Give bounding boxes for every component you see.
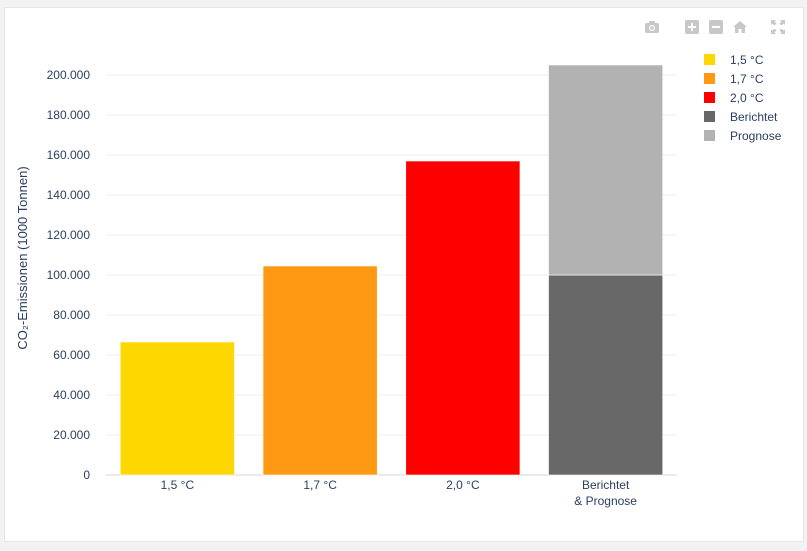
x-axis-ticks: 1,5 °C 1,7 °C 2,0 °C Berichtet & Prognose bbox=[161, 478, 638, 508]
y-tick-label: 100.000 bbox=[47, 268, 91, 282]
bar-2-0-c[interactable] bbox=[405, 160, 521, 476]
y-axis-label: CO₂-Emissionen (1000 Tonnen) bbox=[15, 166, 30, 349]
legend-label: 2,0 °C bbox=[730, 90, 764, 105]
camera-icon[interactable] bbox=[643, 18, 661, 36]
legend-label: 1,5 °C bbox=[730, 52, 764, 67]
chart-legend: 1,5 °C 1,7 °C 2,0 °C Berichtet Prognose bbox=[703, 50, 781, 145]
legend-swatch bbox=[704, 130, 715, 141]
x-tick-label: 2,0 °C bbox=[446, 478, 480, 492]
x-tick-label: 1,5 °C bbox=[161, 478, 195, 492]
legend-item[interactable]: 2,0 °C bbox=[703, 88, 781, 107]
y-tick-label: 20.000 bbox=[53, 428, 90, 442]
legend-swatch bbox=[704, 92, 715, 103]
y-tick-label: 180.000 bbox=[47, 108, 91, 122]
bar-chart: 0 20.000 40.000 60.000 80.000 100.000 120.000 1… bbox=[15, 64, 677, 508]
legend-swatch bbox=[704, 54, 715, 65]
bar-1-5-c[interactable] bbox=[119, 341, 235, 476]
legend-item[interactable]: 1,7 °C bbox=[703, 69, 781, 88]
legend-item[interactable]: 1,5 °C bbox=[703, 50, 781, 69]
x-tick-label: 1,7 °C bbox=[303, 478, 337, 492]
y-tick-label: 120.000 bbox=[47, 228, 91, 242]
chart-toolbar bbox=[643, 18, 787, 36]
bars bbox=[119, 64, 664, 476]
zoom-in-icon[interactable] bbox=[683, 18, 701, 36]
bar-berichtet[interactable] bbox=[548, 274, 664, 476]
legend-swatch bbox=[704, 73, 715, 84]
x-tick-label: Berichtet & Prognose bbox=[574, 478, 637, 508]
y-tick-label: 160.000 bbox=[47, 148, 91, 162]
zoom-out-icon[interactable] bbox=[707, 18, 725, 36]
legend-label: Berichtet bbox=[730, 109, 778, 124]
legend-item[interactable]: Prognose bbox=[703, 126, 781, 145]
autoscale-icon[interactable] bbox=[769, 18, 787, 36]
legend-label: Prognose bbox=[730, 128, 782, 143]
home-icon[interactable] bbox=[731, 18, 749, 36]
y-tick-label: 40.000 bbox=[53, 388, 90, 402]
bar-1-7-c[interactable] bbox=[262, 265, 378, 476]
bar-prognose[interactable] bbox=[548, 64, 664, 276]
chart-card: 0 20.000 40.000 60.000 80.000 100.000 120.000 1… bbox=[4, 7, 804, 542]
legend-item[interactable]: Berichtet bbox=[703, 107, 781, 126]
y-tick-label: 80.000 bbox=[53, 308, 90, 322]
y-tick-label: 60.000 bbox=[53, 348, 90, 362]
y-axis-ticks: 0 20.000 40.000 60.000 80.000 100.000 120.000 1… bbox=[47, 68, 91, 482]
y-tick-label: 140.000 bbox=[47, 188, 91, 202]
legend-swatch bbox=[704, 111, 715, 122]
y-tick-label: 200.000 bbox=[47, 68, 91, 82]
y-tick-label: 0 bbox=[83, 468, 90, 482]
legend-label: 1,7 °C bbox=[730, 71, 764, 86]
